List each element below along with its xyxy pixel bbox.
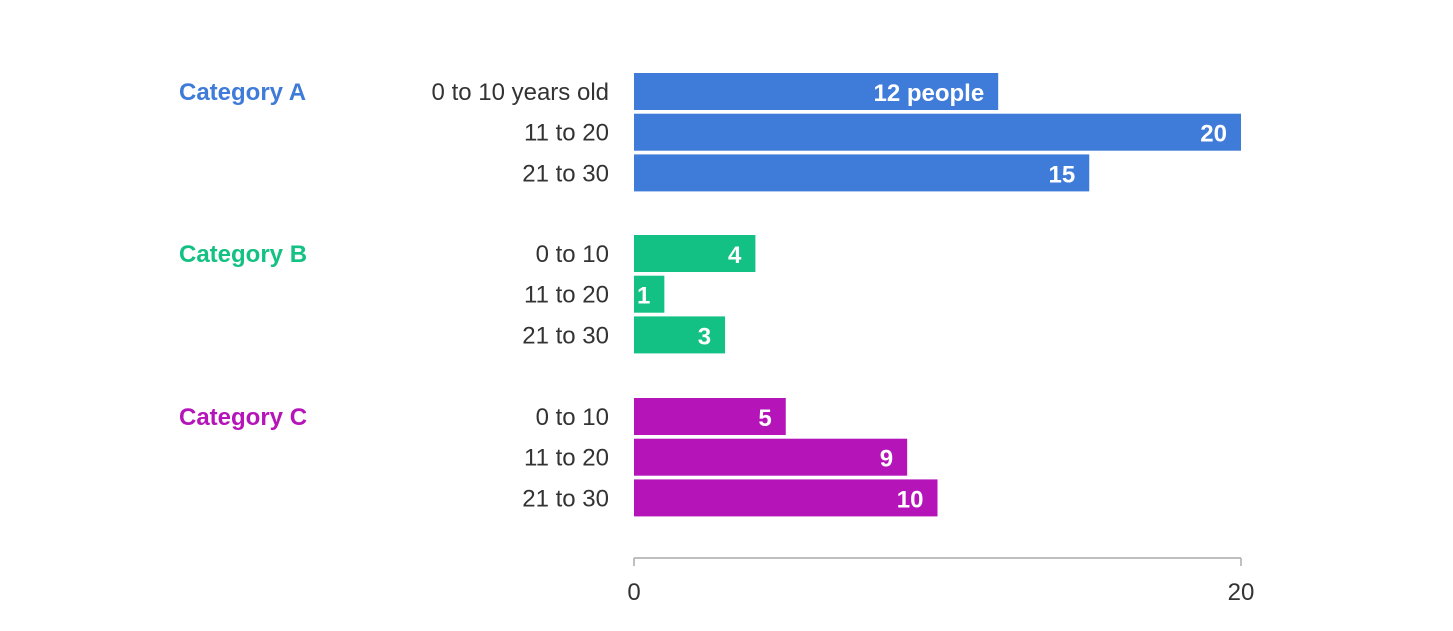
bar bbox=[634, 154, 1090, 192]
bar bbox=[634, 113, 1241, 151]
row-label: 0 to 10 bbox=[536, 241, 609, 268]
plot-area: Category A 0 to 10 years old 12 people 11 t… bbox=[179, 73, 1241, 517]
data-label: 4 bbox=[728, 242, 742, 269]
bar bbox=[634, 398, 786, 435]
bar bbox=[634, 275, 665, 313]
bar bbox=[634, 235, 756, 272]
row-label: 0 to 10 bbox=[536, 404, 609, 431]
row-label: 11 to 20 bbox=[524, 120, 609, 147]
row-label: 21 to 30 bbox=[522, 322, 609, 349]
data-label: 10 bbox=[897, 486, 924, 513]
group-label: Category B bbox=[179, 241, 307, 268]
bar bbox=[634, 479, 938, 517]
data-label: 12 people bbox=[873, 80, 984, 107]
bar bbox=[634, 316, 726, 354]
row-label: 21 to 30 bbox=[522, 160, 609, 187]
x-axis: 0 20 bbox=[627, 557, 1255, 606]
row-label: 11 to 20 bbox=[524, 282, 609, 309]
tick-label: 0 bbox=[627, 579, 640, 606]
data-label: 9 bbox=[880, 446, 893, 473]
row-label: 21 to 30 bbox=[522, 485, 609, 512]
tick-label: 20 bbox=[1228, 579, 1255, 606]
data-label: 3 bbox=[698, 323, 711, 350]
bar bbox=[634, 73, 999, 110]
group-label: Category C bbox=[179, 404, 307, 431]
data-label: 20 bbox=[1200, 121, 1227, 148]
row-label: 11 to 20 bbox=[524, 445, 609, 472]
data-label: 5 bbox=[758, 405, 771, 432]
bar bbox=[634, 438, 908, 476]
data-label: 1 bbox=[637, 283, 650, 310]
group-label: Category A bbox=[179, 79, 306, 106]
row-label: 0 to 10 years old bbox=[432, 79, 609, 106]
data-label: 15 bbox=[1049, 161, 1076, 188]
